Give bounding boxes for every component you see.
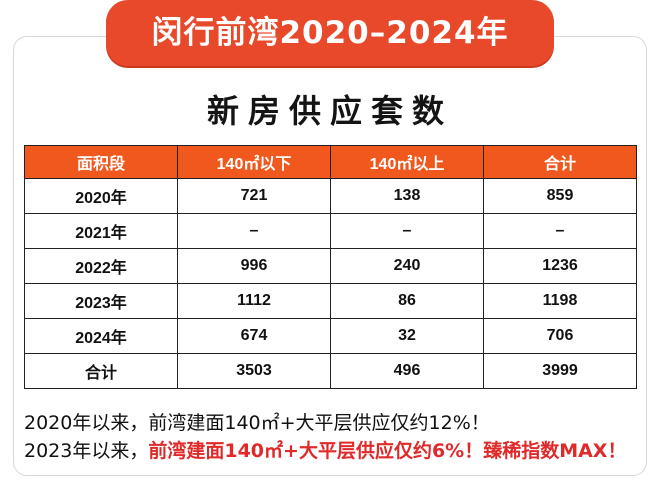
table-row: 2023年 1112 86 1198 [24,283,637,319]
page-subtitle: 新房供应套数 [206,92,453,130]
table-cell: – [483,213,637,249]
table-cell: 2021年 [24,213,178,249]
supply-table: 面积段 140㎡以下 140㎡以上 合计 2020年 721 138 859 2… [24,145,637,389]
table-cell: 1236 [483,248,637,284]
table-cell: 3503 [177,353,331,389]
table-cell: 2022年 [24,248,178,284]
note-line-2-highlight: 前湾建面140㎡+大平层供应仅约6%！臻稀指数MAX！ [148,440,627,462]
column-header: 合计 [483,145,637,179]
table-cell: 859 [483,178,637,214]
table-cell: – [330,213,484,249]
column-header: 140㎡以下 [177,145,331,179]
table-row: 2021年 – – – [24,213,637,249]
table-cell: 496 [330,353,484,389]
table-cell: 721 [177,178,331,214]
banner-title: 闵行前湾2020–2024年 [151,15,509,51]
table-cell: 138 [330,178,484,214]
table-cell: – [177,213,331,249]
table-cell: 996 [177,248,331,284]
table-total-row: 合计 3503 496 3999 [24,353,637,389]
note-line-1: 2020年以来，前湾建面140㎡+大平层供应仅约12%！ [24,412,490,434]
table-cell: 2020年 [24,178,178,214]
table-cell: 86 [330,283,484,319]
table-cell: 合计 [24,353,178,389]
table-cell: 1112 [177,283,331,319]
table-row: 2024年 674 32 706 [24,318,637,354]
table-cell: 674 [177,318,331,354]
table-cell: 240 [330,248,484,284]
table-cell: 1198 [483,283,637,319]
note-line-2-prefix: 2023年以来， [24,440,149,462]
title-banner [106,0,554,66]
table-row: 2022年 996 240 1236 [24,248,637,284]
table-header-row: 面积段 140㎡以下 140㎡以上 合计 [24,145,637,179]
table-cell: 2023年 [24,283,178,319]
table-row: 2020年 721 138 859 [24,178,637,214]
table-cell: 2024年 [24,318,178,354]
table-cell: 3999 [483,353,637,389]
table-cell: 32 [330,318,484,354]
note-line-2: 2023年以来，前湾建面140㎡+大平层供应仅约6%！臻稀指数MAX！ [24,436,626,463]
column-header: 面积段 [24,145,178,179]
table-cell: 706 [483,318,637,354]
column-header: 140㎡以上 [330,145,484,179]
